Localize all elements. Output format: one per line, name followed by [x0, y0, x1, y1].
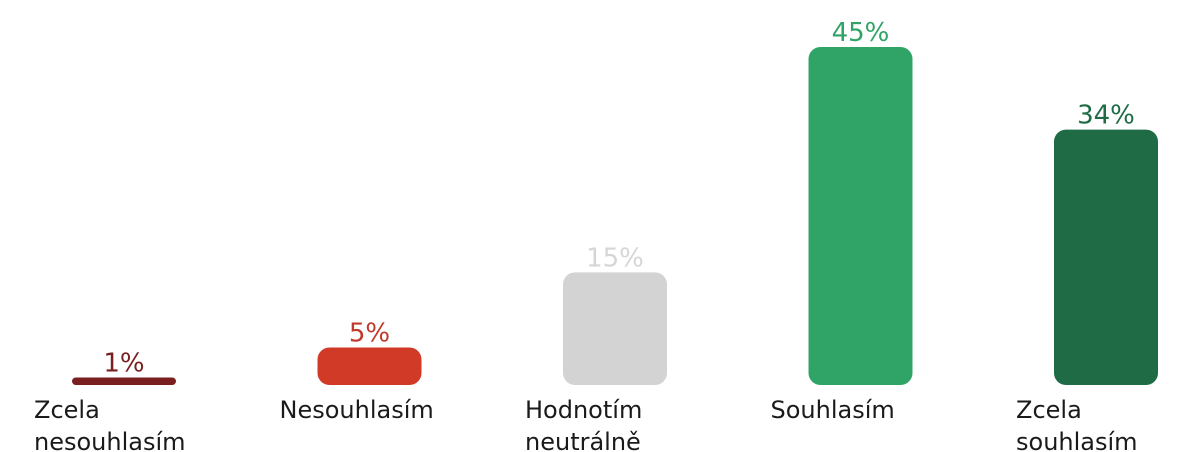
value-label: 15%	[586, 243, 644, 273]
category-label: Nesouhlasím	[280, 396, 434, 424]
category-label-line: Zcela	[1016, 396, 1082, 424]
bar	[72, 377, 176, 385]
bar	[563, 272, 667, 385]
value-label: 34%	[1077, 101, 1135, 131]
category-label-line: Souhlasím	[771, 396, 895, 424]
category-label-line: nesouhlasím	[34, 428, 186, 452]
bar	[1054, 129, 1158, 385]
value-label: 1%	[103, 348, 144, 378]
category-label: Souhlasím	[771, 396, 895, 424]
category-label-line: neutrálně	[525, 428, 641, 452]
bar	[317, 347, 422, 385]
category-label-line: souhlasím	[1016, 428, 1138, 452]
value-label: 5%	[349, 318, 390, 348]
category-label-line: Hodnotím	[525, 396, 642, 424]
value-label: 45%	[832, 18, 890, 48]
category-label: Zcela nesouhlasím	[34, 396, 186, 452]
category-label-line: Zcela	[34, 396, 100, 424]
category-label-line: Nesouhlasím	[280, 396, 434, 424]
category-label: Zcela souhlasím	[1016, 396, 1138, 452]
bar	[808, 47, 913, 385]
category-label: Hodnotím neutrálně	[525, 396, 642, 452]
